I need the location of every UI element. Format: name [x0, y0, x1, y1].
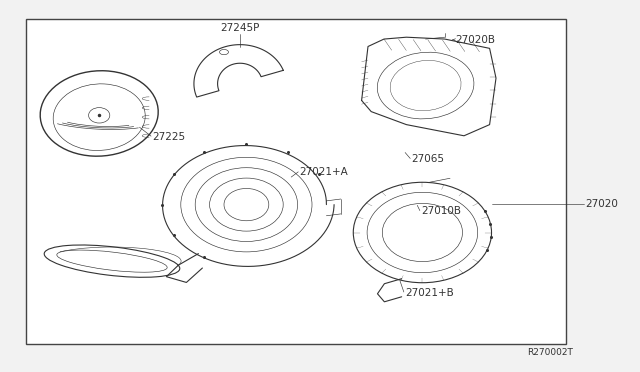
Text: 27021+B: 27021+B [405, 288, 454, 298]
Text: 27020B: 27020B [456, 35, 495, 45]
Text: R270002T: R270002T [527, 348, 573, 357]
Bar [26, 19, 566, 344]
Text: 27245P: 27245P [220, 23, 260, 33]
Text: 27010B: 27010B [421, 206, 461, 216]
Text: 27225: 27225 [152, 132, 186, 142]
Text: 27021+A: 27021+A [300, 167, 348, 177]
Text: 27020: 27020 [586, 199, 618, 209]
Text: 27065: 27065 [412, 154, 445, 164]
